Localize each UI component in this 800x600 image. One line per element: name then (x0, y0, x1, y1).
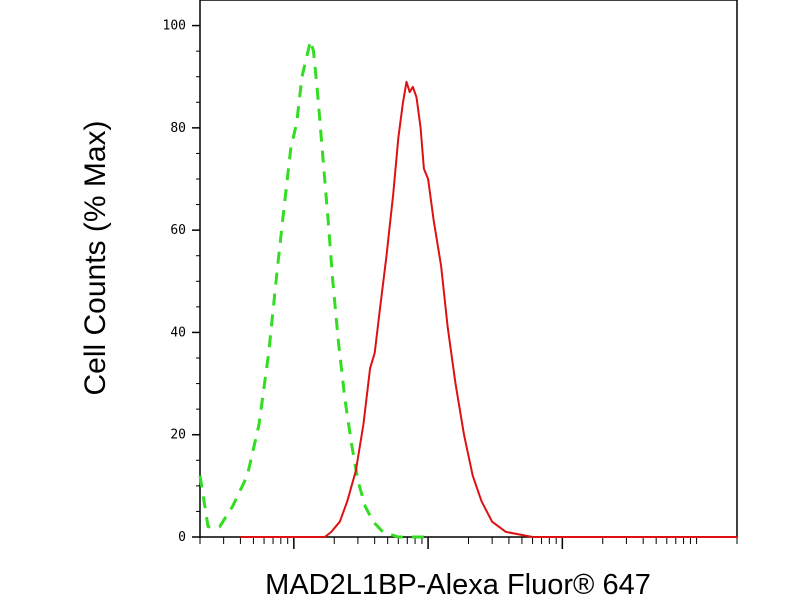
y-tick-label: 100 (163, 19, 186, 34)
y-tick-label: 40 (170, 325, 186, 340)
y-tick-label: 0 (178, 530, 186, 545)
x-axis (199, 537, 738, 549)
y-tick-label: 60 (170, 223, 186, 238)
series-layer (198, 39, 737, 539)
x-axis-title: MAD2L1BP-Alexa Fluor® 647 (265, 569, 651, 600)
y-axis-title: Cell Counts (% Max) (79, 120, 112, 395)
y-axis: 0 20 40 60 80 100 (163, 19, 200, 545)
control-histogram-line (198, 39, 429, 539)
sample-histogram-line (240, 80, 737, 538)
y-tick-label: 20 (170, 428, 186, 443)
y-tick-label: 80 (170, 121, 186, 136)
